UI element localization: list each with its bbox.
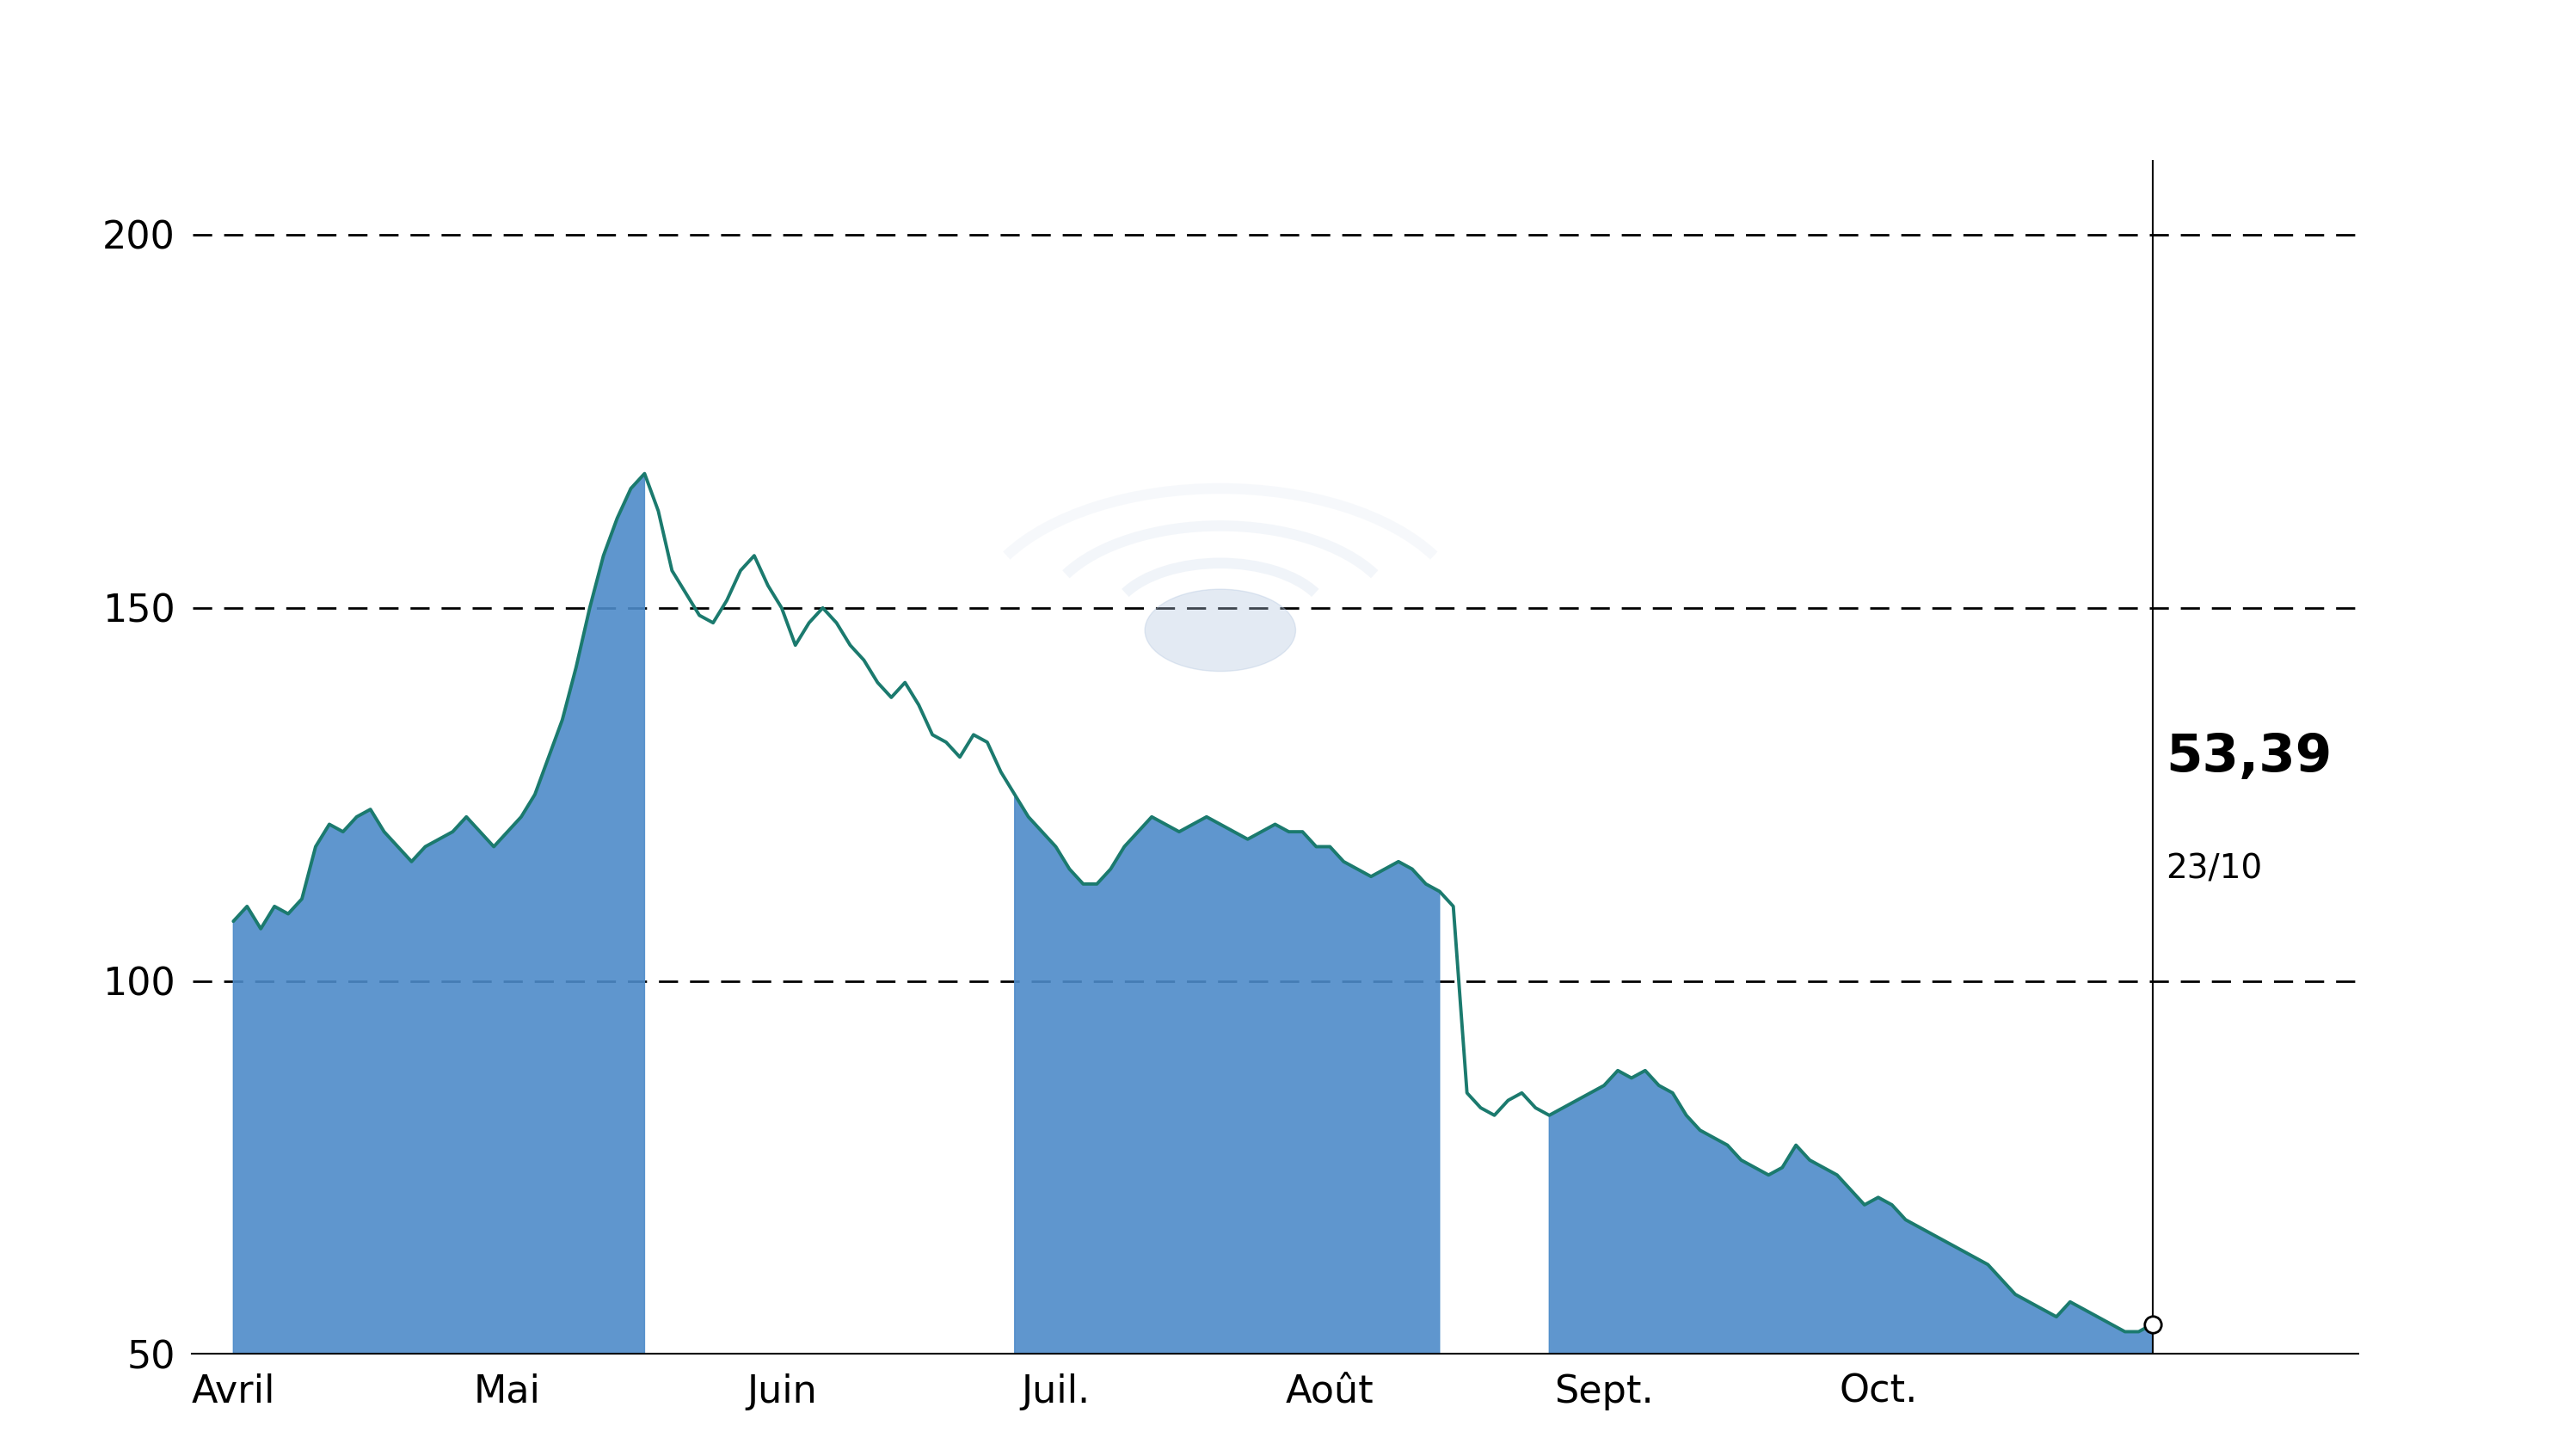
Text: 23/10: 23/10: [2166, 853, 2263, 885]
Text: 53,39: 53,39: [2166, 732, 2332, 782]
Circle shape: [1146, 590, 1297, 671]
Text: Moderna, Inc.: Moderna, Inc.: [959, 22, 1604, 102]
